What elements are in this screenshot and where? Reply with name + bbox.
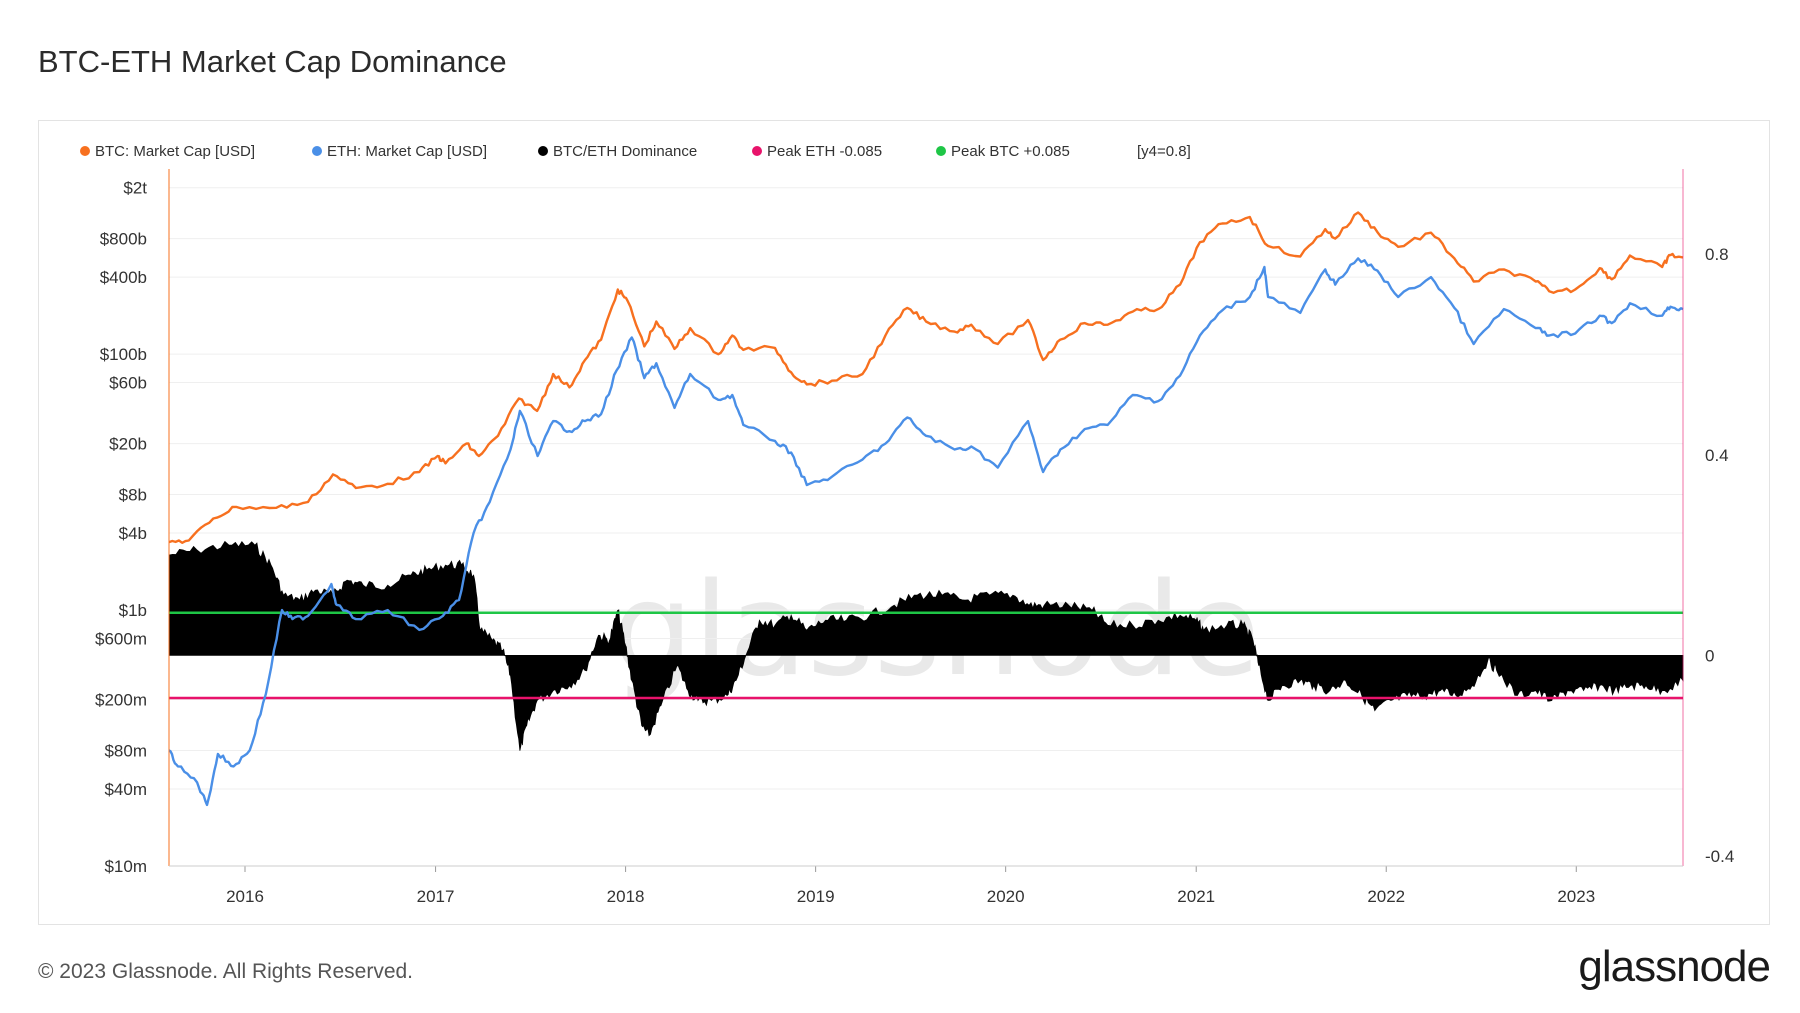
- legend-marker: [312, 146, 322, 156]
- y-right-tick-label: 0.4: [1705, 446, 1729, 465]
- y-left-tick-label: $4b: [119, 524, 147, 543]
- y-right-tick-label: 0.8: [1705, 245, 1729, 264]
- copyright-footer: © 2023 Glassnode. All Rights Reserved.: [38, 960, 414, 983]
- peak-lines: [169, 611, 1683, 700]
- legend-label: Peak ETH -0.085: [767, 143, 882, 160]
- axes: $2t $800b $400b $100b $60b $20b $8b $4b $1b $600m…: [95, 169, 1734, 906]
- y-left-tick-label: $800b: [100, 230, 147, 249]
- x-tick-label: 2019: [797, 887, 835, 906]
- legend-marker: [538, 146, 548, 156]
- legend-label: ETH: Market Cap [USD]: [327, 143, 487, 160]
- y-left-tick-label: $40m: [104, 780, 147, 799]
- y-left-tick-label: $60b: [109, 374, 147, 393]
- series-line: [168, 257, 1684, 807]
- y-left-tick-label: $1b: [119, 601, 147, 620]
- y-left-tick-label: $10m: [104, 857, 147, 876]
- legend[interactable]: BTC: Market Cap [USD] ETH: Market Cap [US…: [80, 143, 1191, 160]
- chart-panel: glassnode $2t$800b$400b$100b$60b$20b$8b$…: [38, 120, 1770, 925]
- y-left-tick-label: $400b: [100, 268, 147, 287]
- legend-item[interactable]: [y4=0.8]: [1137, 143, 1191, 160]
- x-tick-label: 2020: [987, 887, 1025, 906]
- legend-item[interactable]: BTC/ETH Dominance: [538, 143, 697, 160]
- glassnode-logo[interactable]: glassnode: [1578, 942, 1771, 991]
- chart: glassnode $2t$800b$400b$100b$60b$20b$8b$…: [80, 143, 1734, 906]
- legend-label: Peak BTC +0.085: [951, 143, 1070, 160]
- y-right-tick-label: 0: [1705, 646, 1714, 665]
- legend-label: BTC/ETH Dominance: [553, 143, 697, 160]
- legend-marker: [936, 146, 946, 156]
- legend-label: [y4=0.8]: [1137, 143, 1191, 160]
- y-left-tick-label: $8b: [119, 486, 147, 505]
- legend-item[interactable]: BTC: Market Cap [USD]: [80, 143, 255, 160]
- legend-item[interactable]: ETH: Market Cap [USD]: [312, 143, 487, 160]
- market-cap-lines: [168, 211, 1684, 807]
- x-tick-label: 2016: [226, 887, 264, 906]
- grid: [169, 187, 1683, 867]
- y-left-tick-label: $200m: [95, 691, 147, 710]
- legend-marker: [80, 146, 90, 156]
- page-title: BTC-ETH Market Cap Dominance: [38, 44, 507, 79]
- x-tick-label: 2018: [607, 887, 645, 906]
- dominance-series: [168, 540, 1684, 751]
- x-tick-label: 2017: [417, 887, 455, 906]
- legend-marker: [752, 146, 762, 156]
- y-right-tick-label: -0.4: [1705, 847, 1734, 866]
- y-left-tick-label: $80m: [104, 741, 147, 760]
- series-line: [168, 211, 1684, 544]
- legend-item[interactable]: Peak ETH -0.085: [752, 143, 882, 160]
- y-left-tick-label: $100b: [100, 345, 147, 364]
- legend-label: BTC: Market Cap [USD]: [95, 143, 255, 160]
- x-tick-label: 2023: [1557, 887, 1595, 906]
- legend-item[interactable]: Peak BTC +0.085: [936, 143, 1070, 160]
- x-tick-label: 2021: [1177, 887, 1215, 906]
- y-left-tick-label: $20b: [109, 435, 147, 454]
- dominance-area: [168, 540, 1684, 751]
- y-left-tick-label: $600m: [95, 629, 147, 648]
- x-tick-label: 2022: [1367, 887, 1405, 906]
- y-left-tick-label: $2t: [123, 179, 147, 198]
